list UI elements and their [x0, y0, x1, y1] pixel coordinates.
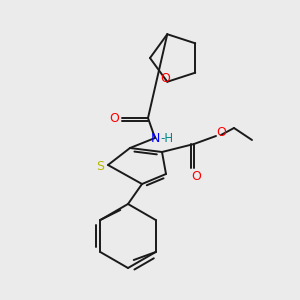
Text: O: O [216, 127, 226, 140]
Text: N: N [150, 133, 160, 146]
Text: S: S [96, 160, 104, 172]
Text: O: O [191, 169, 201, 182]
Text: -H: -H [160, 133, 174, 146]
Text: O: O [160, 72, 170, 85]
Text: O: O [109, 112, 119, 124]
